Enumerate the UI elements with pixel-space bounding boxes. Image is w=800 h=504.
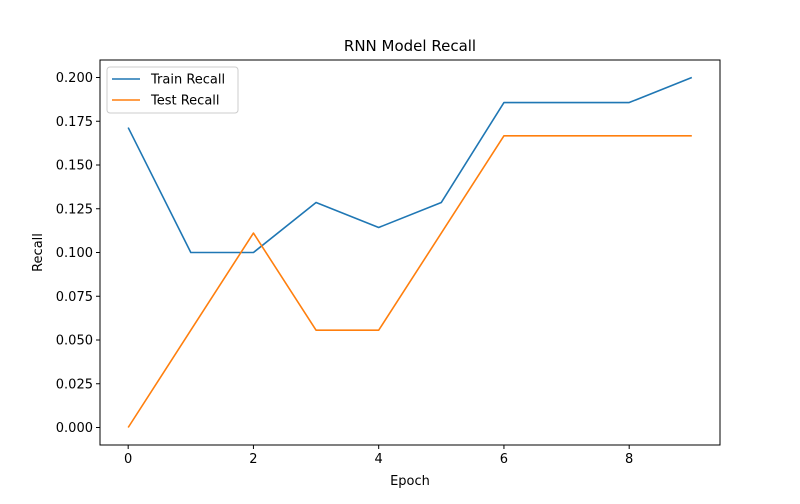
y-tick-label: 0.125: [56, 202, 93, 217]
y-tick-label: 0.175: [56, 115, 93, 130]
x-axis: 0 2 4 6 8: [124, 445, 633, 467]
y-tick-label: 0.150: [56, 159, 93, 174]
y-axis: 0.000 0.025 0.050 0.075 0.100 0.125 0.150 0.175…: [56, 71, 100, 436]
legend-label: Test Recall: [150, 94, 220, 109]
legend-label: Train Recall: [150, 73, 225, 88]
y-axis-title: Recall: [31, 233, 46, 272]
y-tick-label: 0.000: [56, 421, 93, 436]
y-tick-label: 0.200: [56, 71, 93, 86]
x-tick-label: 2: [249, 452, 257, 467]
x-tick-label: 0: [124, 452, 132, 467]
x-axis-title: Epoch: [390, 474, 430, 489]
series-line-test-recall: [127, 134, 692, 428]
y-tick-label: 0.025: [56, 377, 93, 392]
y-tick-label: 0.050: [56, 334, 93, 349]
x-tick-label: 6: [500, 452, 508, 467]
y-tick-label: 0.100: [56, 246, 93, 261]
series-line-train-recall: [127, 76, 693, 254]
legend: Train Recall Test Recall: [106, 66, 239, 114]
plot-area: [127, 76, 693, 428]
chart-title: RNN Model Recall: [344, 37, 476, 55]
x-tick-label: 4: [375, 452, 383, 467]
y-tick-label: 0.075: [56, 290, 93, 305]
x-tick-label: 8: [625, 452, 633, 467]
